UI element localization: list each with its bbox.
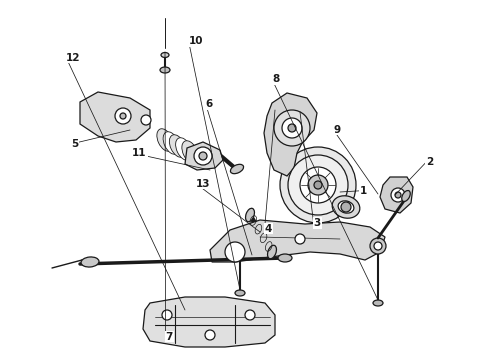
Text: 3: 3 bbox=[314, 218, 321, 228]
Text: 11: 11 bbox=[132, 148, 147, 158]
Circle shape bbox=[282, 118, 302, 138]
Circle shape bbox=[395, 192, 401, 198]
Text: 8: 8 bbox=[272, 74, 279, 84]
Circle shape bbox=[115, 108, 131, 124]
Circle shape bbox=[205, 330, 215, 340]
Text: 9: 9 bbox=[333, 125, 341, 135]
Text: 2: 2 bbox=[426, 157, 434, 167]
Circle shape bbox=[288, 155, 348, 215]
Text: 7: 7 bbox=[166, 332, 173, 342]
Circle shape bbox=[314, 181, 322, 189]
Polygon shape bbox=[380, 177, 413, 213]
Text: 5: 5 bbox=[71, 139, 78, 149]
Circle shape bbox=[308, 175, 328, 195]
Ellipse shape bbox=[182, 141, 198, 163]
Circle shape bbox=[391, 188, 405, 202]
Ellipse shape bbox=[81, 257, 99, 267]
Ellipse shape bbox=[175, 138, 192, 160]
Ellipse shape bbox=[160, 67, 170, 73]
Circle shape bbox=[370, 238, 386, 254]
Polygon shape bbox=[264, 93, 317, 176]
Text: 1: 1 bbox=[360, 186, 368, 196]
Circle shape bbox=[162, 310, 172, 320]
Ellipse shape bbox=[373, 300, 383, 306]
Ellipse shape bbox=[161, 53, 169, 58]
Circle shape bbox=[225, 242, 245, 262]
Polygon shape bbox=[210, 220, 385, 262]
Circle shape bbox=[274, 110, 310, 146]
Ellipse shape bbox=[278, 254, 292, 262]
Ellipse shape bbox=[157, 129, 173, 151]
Ellipse shape bbox=[332, 196, 360, 218]
Circle shape bbox=[280, 147, 356, 223]
Ellipse shape bbox=[402, 190, 410, 202]
Circle shape bbox=[245, 310, 255, 320]
Polygon shape bbox=[143, 297, 275, 347]
Text: 13: 13 bbox=[196, 179, 211, 189]
Circle shape bbox=[374, 242, 382, 250]
Circle shape bbox=[295, 234, 305, 244]
Ellipse shape bbox=[338, 201, 354, 213]
Polygon shape bbox=[185, 142, 223, 170]
Ellipse shape bbox=[268, 245, 276, 259]
Ellipse shape bbox=[230, 164, 244, 174]
Polygon shape bbox=[80, 92, 150, 142]
Ellipse shape bbox=[235, 290, 245, 296]
Ellipse shape bbox=[245, 208, 254, 222]
Circle shape bbox=[199, 152, 207, 160]
Circle shape bbox=[141, 115, 151, 125]
Text: 12: 12 bbox=[66, 53, 81, 63]
Circle shape bbox=[300, 167, 336, 203]
Circle shape bbox=[288, 124, 296, 132]
Circle shape bbox=[194, 147, 212, 165]
Text: 4: 4 bbox=[265, 224, 272, 234]
Text: 10: 10 bbox=[189, 36, 203, 46]
Circle shape bbox=[341, 202, 351, 212]
Ellipse shape bbox=[170, 135, 186, 157]
Text: 6: 6 bbox=[206, 99, 213, 109]
Ellipse shape bbox=[163, 132, 179, 154]
Circle shape bbox=[120, 113, 126, 119]
